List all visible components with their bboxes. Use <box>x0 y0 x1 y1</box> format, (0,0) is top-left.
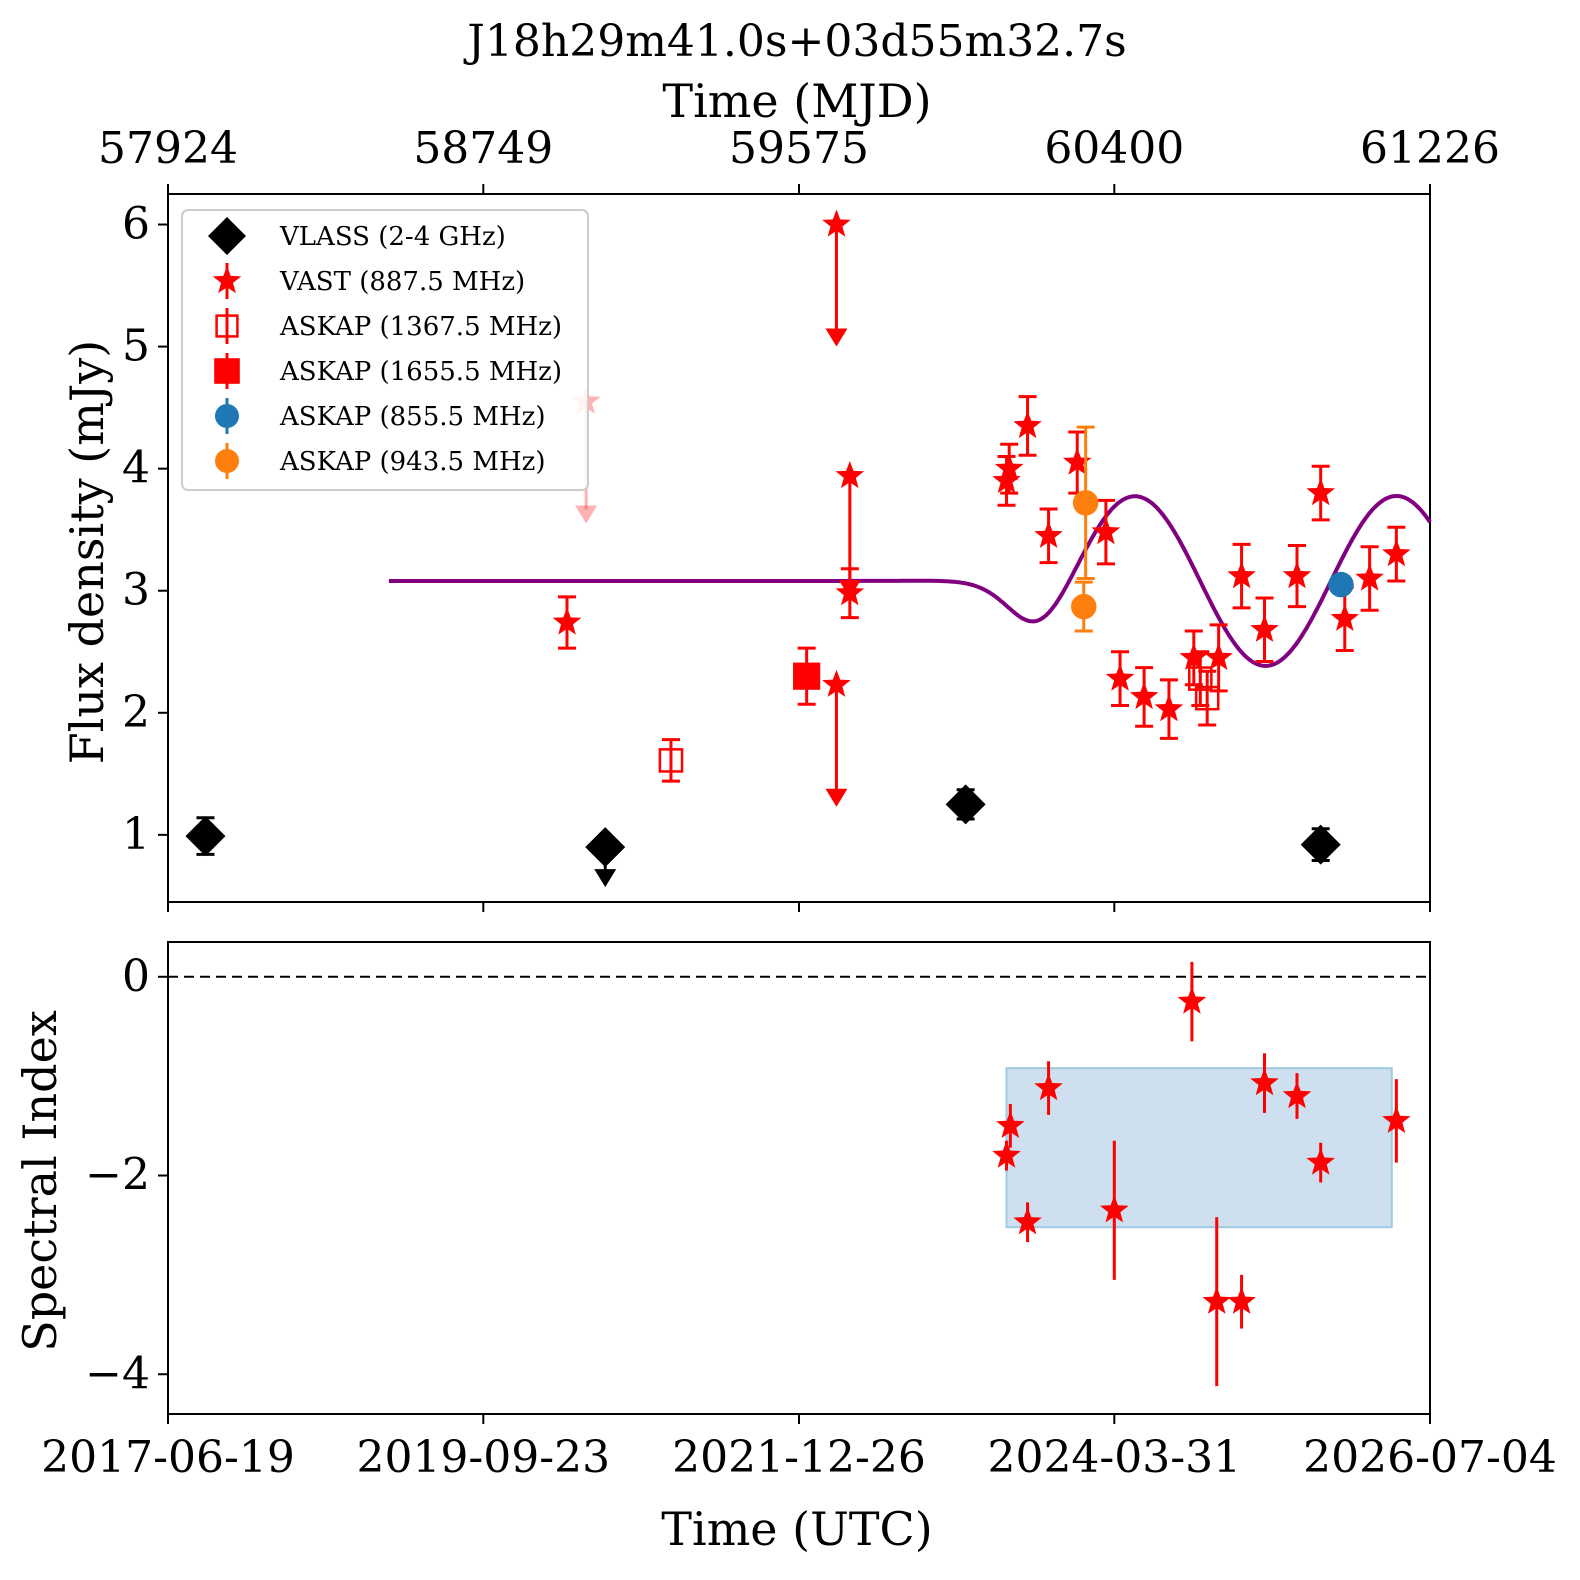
data-point <box>994 453 1024 481</box>
data-point <box>585 827 626 868</box>
top-x-axis-label: Time (MJD) <box>662 74 931 128</box>
data-point <box>1306 1147 1335 1175</box>
data-point <box>1091 517 1121 545</box>
data-point <box>992 1140 1021 1168</box>
data-point <box>658 748 684 773</box>
data-point <box>552 607 582 635</box>
data-point <box>1250 614 1279 642</box>
data-point <box>1177 986 1207 1014</box>
spectral-index-panel: 0 −2 −4 2017-06-19 2019-09-23 2021-12-26 2024-… <box>41 941 1557 1483</box>
data-point <box>1330 603 1359 631</box>
series-askap-855-5-mhz- <box>1328 571 1354 598</box>
legend-label: VAST (887.5 MHz) <box>279 267 525 297</box>
legend-label: VLASS (2-4 GHz) <box>279 222 506 252</box>
top-x-tick-label: 59575 <box>729 123 869 174</box>
data-point <box>1194 685 1220 711</box>
x-tick-label: 2017-06-19 <box>41 1432 295 1483</box>
data-point <box>1179 642 1209 670</box>
y-tick-label: −2 <box>85 1150 150 1201</box>
bottom-y-axis-label: Spectral Index <box>13 1010 67 1352</box>
data-point <box>1227 1286 1256 1314</box>
y-tick-label: 0 <box>122 951 150 1002</box>
data-point <box>992 465 1021 493</box>
y-tick-label: 3 <box>122 565 150 616</box>
data-point <box>1306 478 1335 506</box>
top-x-tick-label: 60400 <box>1044 123 1184 174</box>
data-point <box>1382 539 1411 567</box>
x-tick-label: 2019-09-23 <box>356 1432 610 1483</box>
x-tick-label: 2026-07-04 <box>1303 1432 1557 1483</box>
data-point <box>1188 666 1213 691</box>
data-point <box>1300 824 1341 865</box>
y-tick-label: −4 <box>85 1348 150 1399</box>
y-tick-label: 6 <box>122 199 150 250</box>
data-point <box>1204 642 1233 670</box>
data-point <box>1034 520 1063 548</box>
legend-marker <box>208 217 246 255</box>
data-point <box>1013 1207 1042 1235</box>
series-spectral-index <box>992 961 1411 1387</box>
chart-title: J18h29m41.0s+03d55m32.7s <box>463 16 1127 67</box>
series-askap-943-5-mhz- <box>1070 425 1099 633</box>
data-point <box>1072 490 1099 516</box>
legend-label: ASKAP (1367.5 MHz) <box>279 312 562 342</box>
x-tick-label: 2021-12-26 <box>672 1432 926 1483</box>
legend-marker <box>212 266 242 294</box>
data-point <box>1129 681 1159 710</box>
data-point <box>822 209 851 237</box>
legend-label: ASKAP (943.5 MHz) <box>279 447 545 477</box>
series-askap-1367-5-mhz- <box>658 650 1220 783</box>
data-point <box>996 1110 1025 1138</box>
data-point <box>1202 1286 1231 1314</box>
y-tick-label: 2 <box>122 687 150 738</box>
legend-marker <box>215 404 239 428</box>
y-tick-label: 1 <box>122 809 150 860</box>
series-askap-1655-5-mhz- <box>793 646 821 706</box>
data-point <box>1154 694 1184 722</box>
data-point <box>1328 571 1354 598</box>
data-point <box>1034 1073 1063 1101</box>
upper-limit-arrow-head <box>575 505 598 524</box>
top-y-axis-label: Flux density (mJy) <box>60 340 114 764</box>
data-point <box>835 578 865 606</box>
y-tick-label: 4 <box>122 443 150 494</box>
y-tick-label: 5 <box>122 321 150 372</box>
data-point <box>1250 1068 1279 1096</box>
upper-limit-arrow-head <box>825 788 848 807</box>
series-vlass-2-4-ghz- <box>185 784 1341 888</box>
data-point <box>185 816 226 857</box>
data-point <box>1227 561 1256 589</box>
data-point <box>822 669 851 697</box>
data-point <box>945 784 986 825</box>
legend-label: ASKAP (855.5 MHz) <box>279 402 545 432</box>
data-point <box>1355 563 1384 591</box>
data-point <box>835 461 865 489</box>
legend-frame <box>181 209 589 491</box>
data-point <box>1013 410 1042 439</box>
data-point <box>1070 593 1097 620</box>
data-point <box>1382 1105 1411 1133</box>
data-point <box>793 662 821 690</box>
data-point <box>1105 663 1135 691</box>
top-x-tick-label: 61226 <box>1360 123 1500 174</box>
upper-limit-arrow-head <box>825 328 848 347</box>
legend-marker <box>215 449 239 473</box>
data-point <box>1063 447 1092 475</box>
upper-limit-arrow-head <box>594 869 617 888</box>
data-point <box>1282 561 1312 589</box>
x-tick-label: 2024-03-31 <box>987 1432 1241 1483</box>
spectral-index-band <box>1005 1067 1393 1229</box>
series-vast-887-5-mhz- <box>552 209 1411 807</box>
legend-marker <box>214 358 240 384</box>
data-point <box>1282 1081 1312 1109</box>
top-x-tick-label: 58749 <box>413 123 553 174</box>
data-point <box>1100 1195 1129 1223</box>
legend-label: ASKAP (1655.5 MHz) <box>279 357 562 387</box>
bottom-x-axis-label: Time (UTC) <box>661 1502 932 1556</box>
legend: VLASS (2-4 GHz) VAST (887.5 MHz) ASKAP (13… <box>181 209 589 491</box>
legend-marker <box>215 314 239 338</box>
model-curve <box>388 494 1432 668</box>
top-x-tick-label: 57924 <box>98 123 238 174</box>
